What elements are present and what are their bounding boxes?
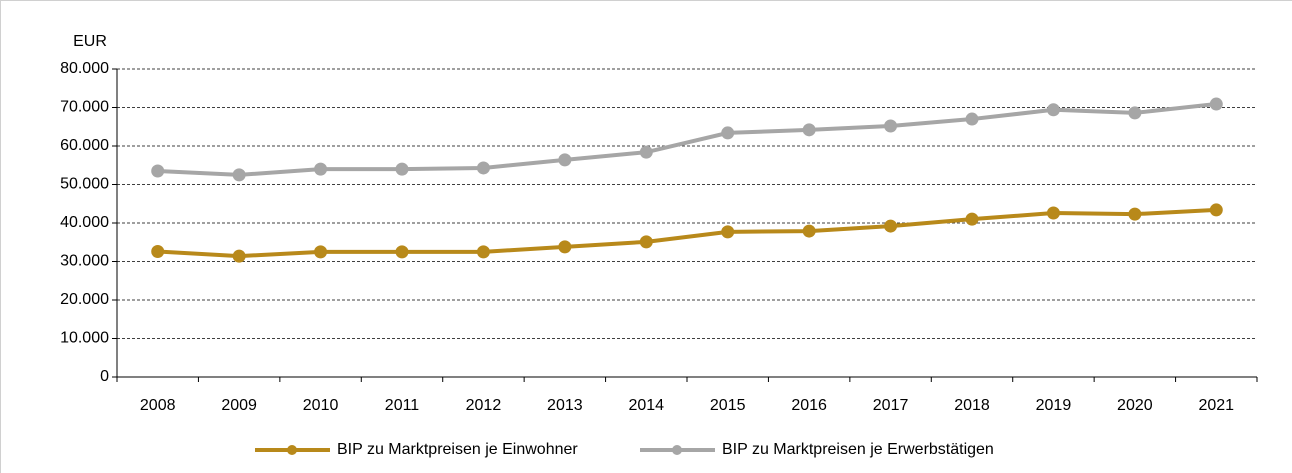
x-tick-label: 2020 xyxy=(1117,397,1153,414)
data-point xyxy=(395,162,409,176)
x-tick-label: 2014 xyxy=(628,397,664,414)
data-point xyxy=(1209,203,1223,217)
y-tick-label: 0 xyxy=(100,368,109,385)
data-point xyxy=(314,245,328,259)
x-tick-label: 2018 xyxy=(954,397,990,414)
x-tick-label: 2012 xyxy=(466,397,502,414)
data-point xyxy=(558,153,572,167)
y-axis-label: EUR xyxy=(73,33,107,50)
y-tick-label: 60.000 xyxy=(60,137,109,154)
x-tick-label: 2013 xyxy=(547,397,583,414)
data-point xyxy=(965,112,979,126)
data-point xyxy=(639,235,653,249)
y-tick-label: 50.000 xyxy=(60,176,109,193)
data-point xyxy=(884,119,898,133)
data-point xyxy=(151,244,165,258)
y-tick-label: 30.000 xyxy=(60,253,109,270)
data-point xyxy=(1046,206,1060,220)
data-point xyxy=(802,123,816,137)
data-point xyxy=(721,126,735,140)
y-tick-label: 80.000 xyxy=(60,60,109,77)
data-point xyxy=(1209,97,1223,111)
data-point xyxy=(232,168,246,182)
x-tick-label: 2011 xyxy=(385,397,420,414)
x-tick-label: 2008 xyxy=(140,397,176,414)
data-point xyxy=(395,245,409,259)
x-tick-label: 2015 xyxy=(710,397,746,414)
x-tick-label: 2010 xyxy=(303,397,339,414)
data-point xyxy=(476,245,490,259)
x-tick-label: 2017 xyxy=(873,397,909,414)
data-point xyxy=(151,164,165,178)
x-tick-label: 2016 xyxy=(791,397,827,414)
data-point xyxy=(721,225,735,239)
series-line xyxy=(157,207,1217,259)
legend-marker xyxy=(287,445,297,455)
legend-label: BIP zu Marktpreisen je Erwerbstätigen xyxy=(722,441,994,458)
y-tick-label: 10.000 xyxy=(60,330,109,347)
y-tick-label: 20.000 xyxy=(60,291,109,308)
data-point xyxy=(802,224,816,238)
data-point xyxy=(476,161,490,175)
data-point xyxy=(965,212,979,226)
data-point xyxy=(1128,207,1142,221)
series-line xyxy=(157,102,1217,177)
x-tick-label: 2009 xyxy=(221,397,257,414)
data-point xyxy=(314,162,328,176)
y-tick-label: 70.000 xyxy=(60,99,109,116)
data-point xyxy=(1046,103,1060,117)
data-point xyxy=(232,249,246,263)
data-point xyxy=(1128,106,1142,120)
data-point xyxy=(558,240,572,254)
data-point xyxy=(639,145,653,159)
legend-marker xyxy=(672,445,682,455)
legend-label: BIP zu Marktpreisen je Einwohner xyxy=(337,441,578,458)
x-tick-label: 2021 xyxy=(1198,397,1234,414)
data-point xyxy=(884,219,898,233)
y-tick-label: 40.000 xyxy=(60,214,109,231)
x-tick-label: 2019 xyxy=(1036,397,1072,414)
